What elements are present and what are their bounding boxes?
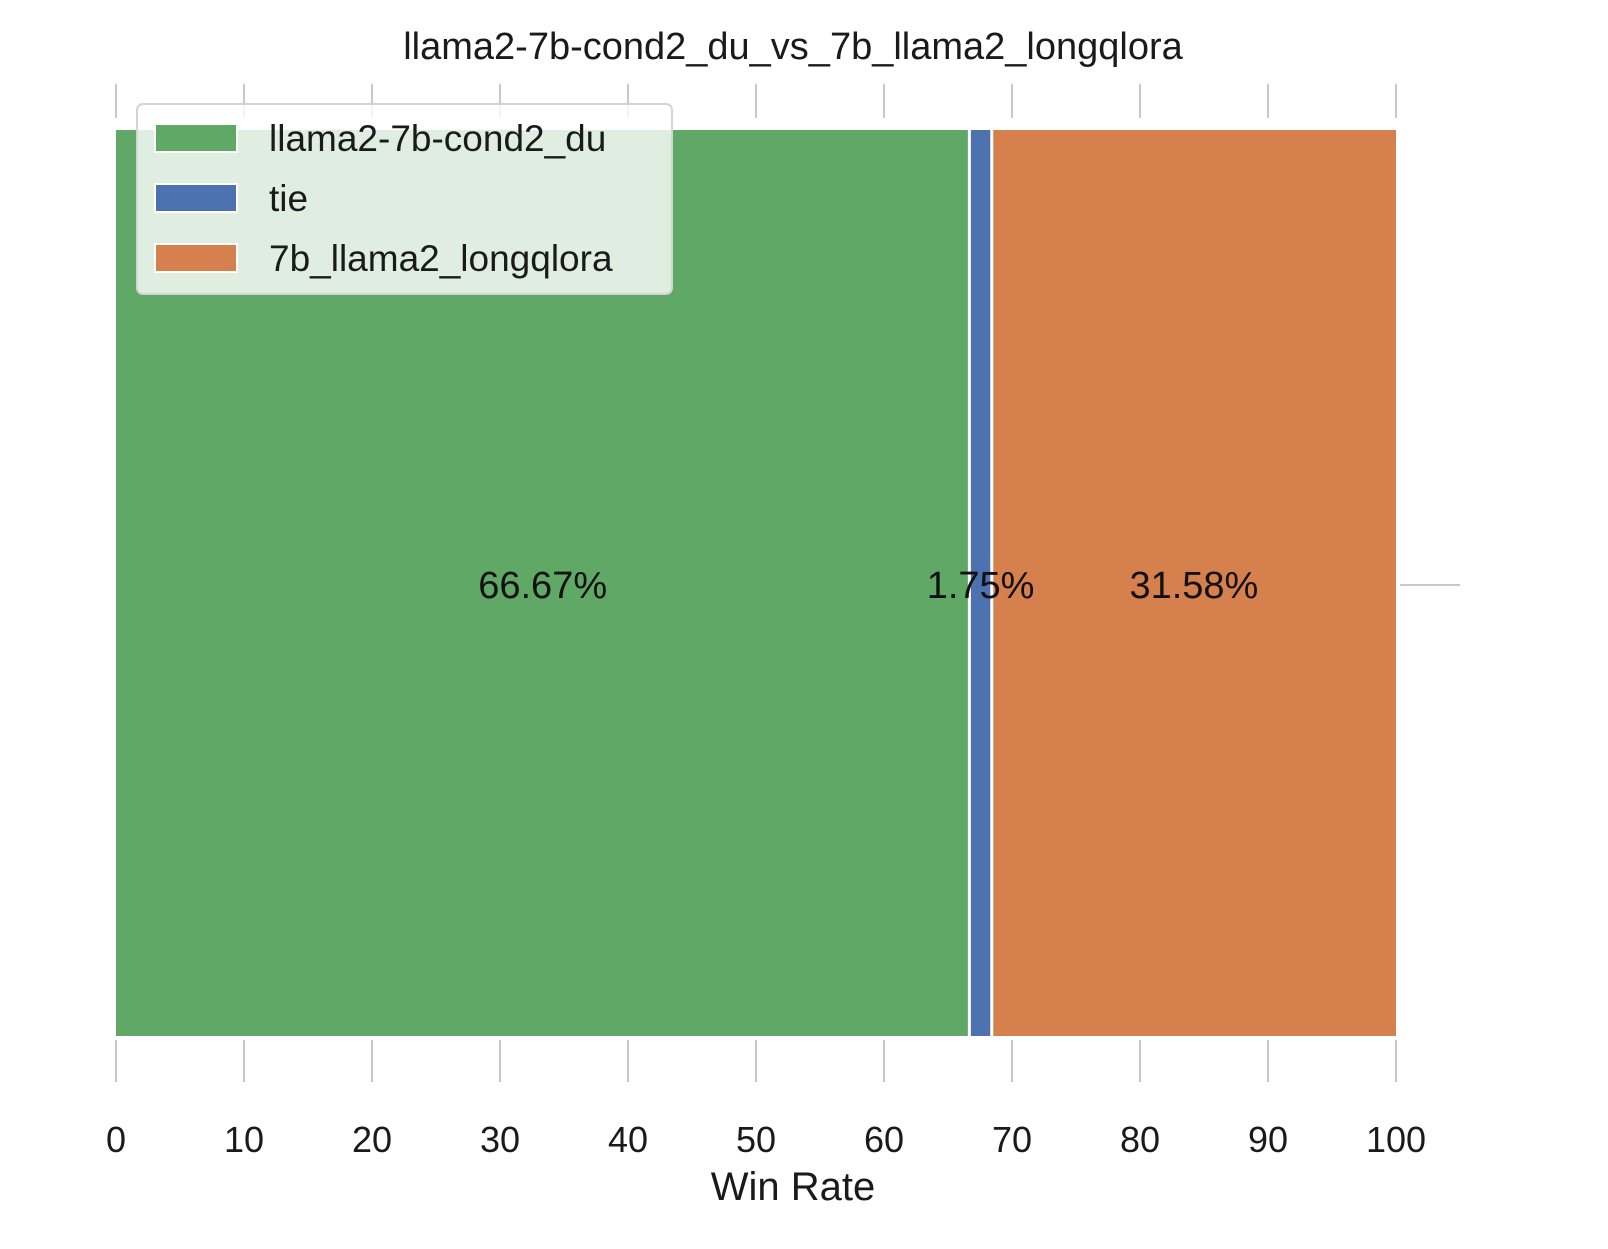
chart-title: llama2-7b-cond2_du_vs_7b_llama2_longqlor…	[403, 26, 1183, 68]
data-label: 66.67%	[478, 565, 607, 607]
data-label: 31.58%	[1129, 565, 1258, 607]
x-tick-label: 50	[736, 1119, 776, 1160]
x-tick-label: 70	[992, 1119, 1032, 1160]
x-tick-label: 100	[1366, 1119, 1426, 1160]
data-label: 1.75%	[927, 565, 1035, 607]
x-axis-label: Win Rate	[711, 1165, 876, 1209]
x-tick-label: 60	[864, 1119, 904, 1160]
x-tick-label: 80	[1120, 1119, 1160, 1160]
x-tick-label: 90	[1248, 1119, 1288, 1160]
legend-swatch	[154, 243, 238, 273]
legend-swatch	[154, 123, 238, 153]
bar-segment	[970, 130, 991, 1036]
legend-box	[136, 103, 673, 295]
x-tick-label: 20	[352, 1119, 392, 1160]
x-tick-label: 30	[480, 1119, 520, 1160]
bar-segment	[993, 130, 1396, 1036]
legend-label: tie	[269, 178, 308, 219]
x-tick-label: 40	[608, 1119, 648, 1160]
legend-swatch	[154, 183, 238, 213]
x-tick-label: 0	[106, 1119, 126, 1160]
legend-label: 7b_llama2_longqlora	[269, 238, 613, 279]
legend-label: llama2-7b-cond2_du	[269, 118, 606, 159]
x-tick-label: 10	[224, 1119, 264, 1160]
